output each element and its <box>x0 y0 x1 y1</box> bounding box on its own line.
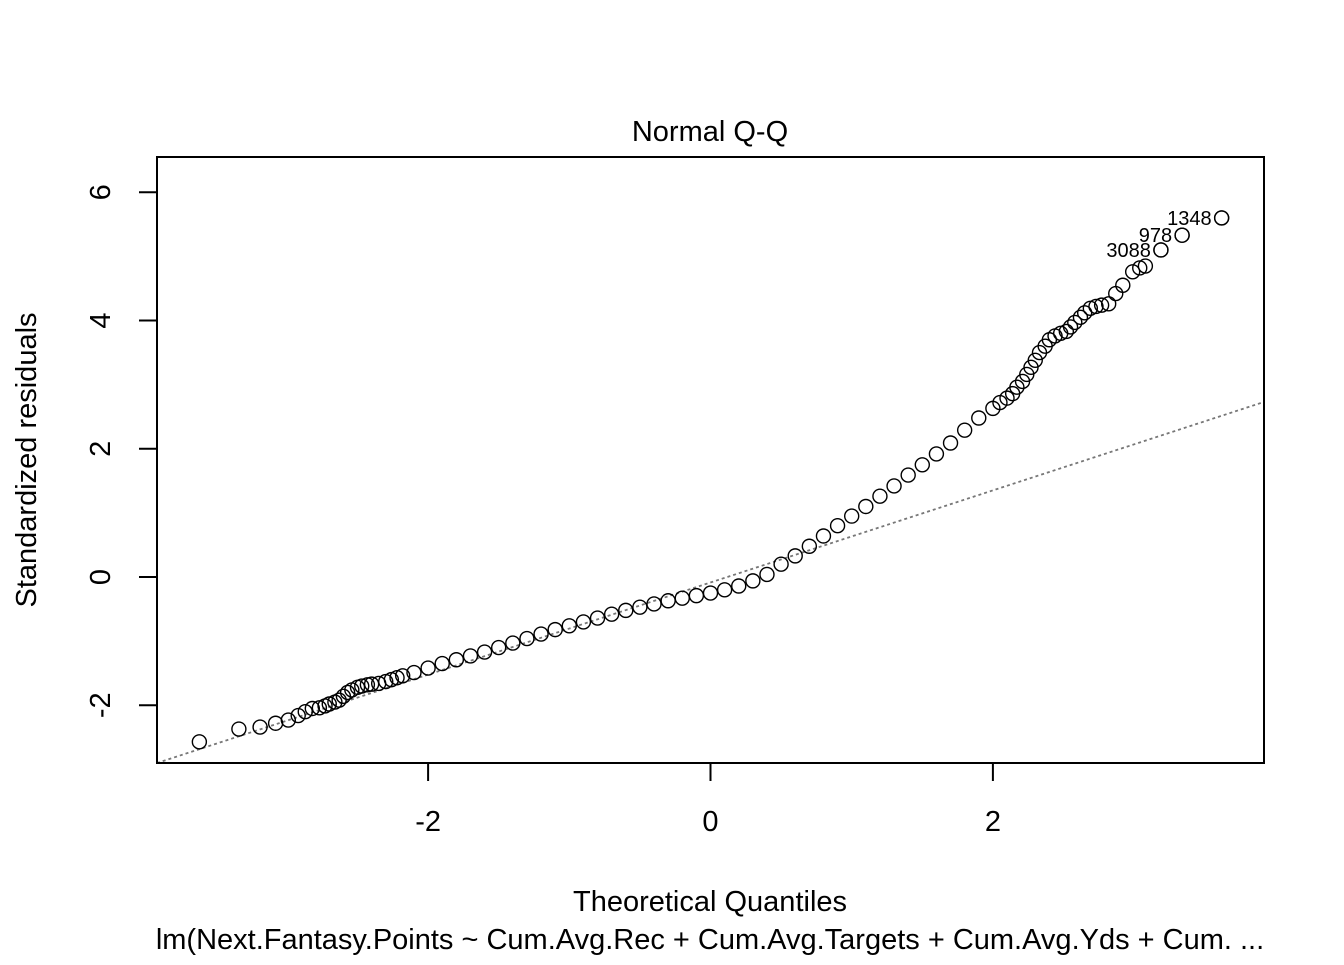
data-point <box>231 721 247 737</box>
labeled-data-point <box>1174 227 1190 243</box>
data-point <box>971 410 987 426</box>
data-point <box>1072 309 1089 326</box>
data-point <box>942 435 959 451</box>
data-point <box>829 518 846 534</box>
data-point <box>843 508 860 524</box>
y-axis-title: Standardized residuals <box>11 312 43 607</box>
data-point <box>354 678 370 694</box>
point-label: 978 <box>1139 225 1172 247</box>
data-point <box>575 614 592 630</box>
data-point <box>1124 264 1141 280</box>
chart-title: Normal Q-Q <box>632 116 788 148</box>
plot-frame <box>156 156 1265 764</box>
data-point <box>589 610 606 626</box>
data-point <box>900 467 916 483</box>
x-tick-label: 0 <box>702 806 718 838</box>
y-tick-label: 4 <box>85 312 117 328</box>
data-point <box>191 734 208 750</box>
data-point <box>1058 323 1075 340</box>
data-point <box>331 692 347 708</box>
data-point <box>1088 298 1104 315</box>
data-point <box>1027 352 1043 368</box>
data-point <box>773 556 789 572</box>
x-tick-label: 2 <box>985 806 1001 838</box>
data-point <box>304 700 321 717</box>
labeled-data-point <box>1153 242 1169 258</box>
data-point <box>533 626 549 642</box>
data-point <box>702 585 719 601</box>
data-point <box>252 719 268 735</box>
data-point <box>928 446 945 462</box>
data-point <box>801 538 818 554</box>
data-point <box>1093 297 1110 313</box>
data-point <box>519 630 535 647</box>
data-point <box>406 664 422 681</box>
data-point <box>759 566 775 583</box>
labeled-data-point <box>1213 210 1230 226</box>
data-point <box>561 618 578 634</box>
point-label: 3088 <box>1106 240 1151 262</box>
data-point <box>1067 314 1083 331</box>
x-axis-title: Theoretical Quantiles <box>573 886 847 918</box>
data-point <box>787 548 803 564</box>
data-point <box>462 648 479 664</box>
data-point <box>339 684 356 701</box>
model-formula: lm(Next.Fantasy.Points ~ Cum.Avg.Rec + C… <box>156 924 1264 956</box>
x-tick-label: -2 <box>415 806 441 838</box>
data-point <box>646 596 662 612</box>
data-point <box>886 478 902 494</box>
data-point <box>999 390 1015 406</box>
y-tick-label: 6 <box>85 184 117 200</box>
data-point <box>1062 319 1079 335</box>
data-point <box>394 668 411 684</box>
y-tick-label: -2 <box>85 692 117 718</box>
data-point <box>1076 305 1093 321</box>
data-point <box>618 602 634 619</box>
data-point <box>745 573 761 589</box>
data-point <box>280 712 297 728</box>
y-tick-label: 2 <box>85 441 117 457</box>
point-label: 1348 <box>1167 208 1212 230</box>
data-point <box>297 703 313 720</box>
data-point <box>914 457 930 473</box>
data-point <box>603 606 620 622</box>
data-point <box>547 621 563 638</box>
data-point <box>476 644 493 660</box>
data-point <box>1115 277 1131 293</box>
data-point <box>1100 296 1117 312</box>
data-point <box>1137 258 1154 274</box>
data-point <box>505 635 521 651</box>
points-layer <box>191 210 1230 750</box>
data-point <box>716 582 733 598</box>
data-point <box>858 498 874 515</box>
data-point <box>491 639 507 656</box>
data-point <box>872 488 888 504</box>
data-point <box>434 655 450 672</box>
data-point <box>420 660 436 676</box>
data-point <box>632 599 648 615</box>
data-point <box>731 578 747 594</box>
y-tick-label: 0 <box>85 569 117 585</box>
data-point <box>290 707 306 724</box>
data-point <box>1009 379 1025 395</box>
data-point <box>956 422 973 438</box>
data-point <box>448 652 465 668</box>
data-point <box>815 528 832 544</box>
